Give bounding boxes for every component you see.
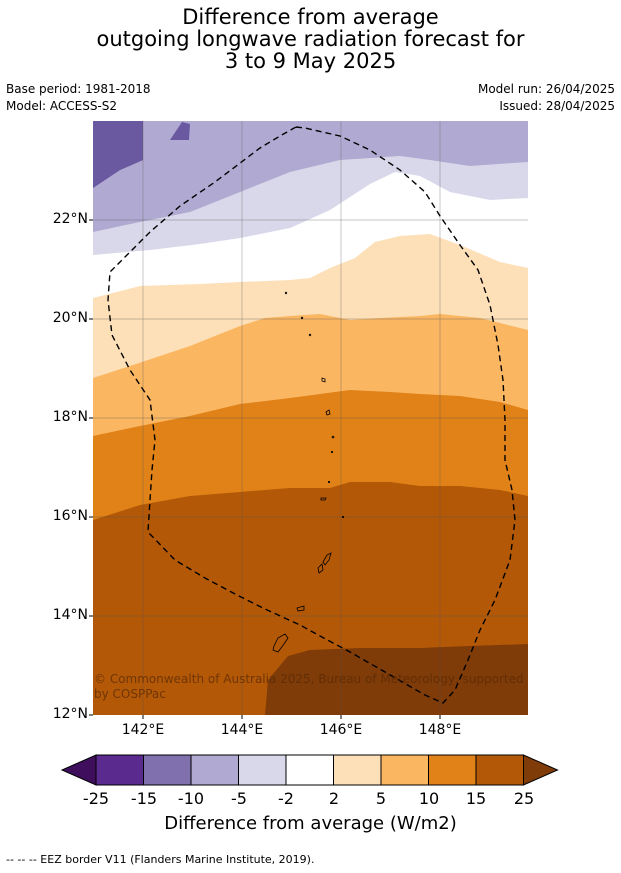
lat-label-12n: 12°N <box>52 706 88 722</box>
title-line-2: outgoing longwave radiation forecast for <box>96 27 525 51</box>
colorbar-tick-label: -2 <box>278 789 294 808</box>
islet-3 <box>308 333 312 337</box>
copyright-notice: © Commonwealth of Australia 2025, Bureau… <box>94 672 524 701</box>
anomaly-field <box>93 121 528 715</box>
colorbar-extend-low <box>60 754 97 786</box>
chart-title: Difference from average outgoing longwav… <box>0 6 621 72</box>
colorbar-tick-label: -25 <box>82 789 110 808</box>
saipan-island <box>322 552 332 566</box>
islet-4 <box>331 435 335 439</box>
islet-7 <box>341 515 345 519</box>
agrihan-island <box>321 377 326 383</box>
band-neg25-patch-2 <box>170 122 190 140</box>
band-neg25-patch <box>93 121 143 188</box>
colorbar-tick-label: 2 <box>328 789 340 808</box>
eez-border <box>107 126 516 704</box>
lat-label-16n: 16°N <box>52 508 88 524</box>
anatahan-island <box>320 497 327 501</box>
base-period: Base period: 1981-2018 <box>6 82 151 96</box>
colorbar-swatch <box>428 754 477 786</box>
colorbar-tick-label: -10 <box>177 789 205 808</box>
colorbar <box>60 754 559 786</box>
lon-label-146e: 146°E <box>319 722 363 738</box>
meta-right: Model run: 26/04/2025 Issued: 28/04/2025 <box>478 81 615 115</box>
colorbar-tick-label: 10 <box>418 789 440 808</box>
lon-label-144e: 144°E <box>220 722 264 738</box>
meta-left: Base period: 1981-2018 Model: ACCESS-S2 <box>6 81 151 115</box>
islands <box>272 291 345 653</box>
title-line-1: Difference from average <box>182 5 439 29</box>
colorbar-tick-label: 5 <box>375 789 387 808</box>
colorbar-swatch <box>333 754 382 786</box>
islet-1 <box>284 291 288 295</box>
colorbar-tick-label: 15 <box>465 789 487 808</box>
guam-island <box>272 633 289 653</box>
tick-marks <box>89 219 441 719</box>
colorbar-swatch <box>380 754 429 786</box>
rota-island <box>296 605 305 612</box>
colorbar-tick-label: -15 <box>130 789 158 808</box>
eez-legend: -- -- -- EEZ border V11 (Flanders Marine… <box>6 853 315 866</box>
colorbar-swatch <box>190 754 239 786</box>
lat-label-20n: 20°N <box>52 310 88 326</box>
colorbar-tick-label: -5 <box>231 789 247 808</box>
colorbar-swatch <box>95 754 144 786</box>
islet-2 <box>300 316 304 320</box>
issued-date: Issued: 28/04/2025 <box>499 99 615 113</box>
lon-label-148e: 148°E <box>418 722 462 738</box>
colorbar-title: Difference from average (W/m2) <box>164 813 457 834</box>
lat-label-18n: 18°N <box>52 409 88 425</box>
colorbar-tick-label: 25 <box>513 789 535 808</box>
colorbar-swatch <box>143 754 192 786</box>
model-run: Model run: 26/04/2025 <box>477 82 615 96</box>
colorbar-extend-high <box>523 754 559 786</box>
colorbar-swatch <box>238 754 287 786</box>
band-pos25 <box>265 644 528 715</box>
model-name: Model: ACCESS-S2 <box>6 99 118 113</box>
islet-6 <box>327 480 331 484</box>
tinian-island <box>317 563 324 574</box>
lon-label-142e: 142°E <box>121 722 165 738</box>
title-line-3: 3 to 9 May 2025 <box>224 49 397 73</box>
colorbar-swatch <box>475 754 524 786</box>
colorbar-swatch <box>285 754 334 786</box>
lat-label-14n: 14°N <box>52 607 88 623</box>
islet-5 <box>330 450 334 454</box>
pagan-island <box>325 409 331 416</box>
gridlines <box>93 121 528 715</box>
lat-label-22n: 22°N <box>52 211 88 227</box>
